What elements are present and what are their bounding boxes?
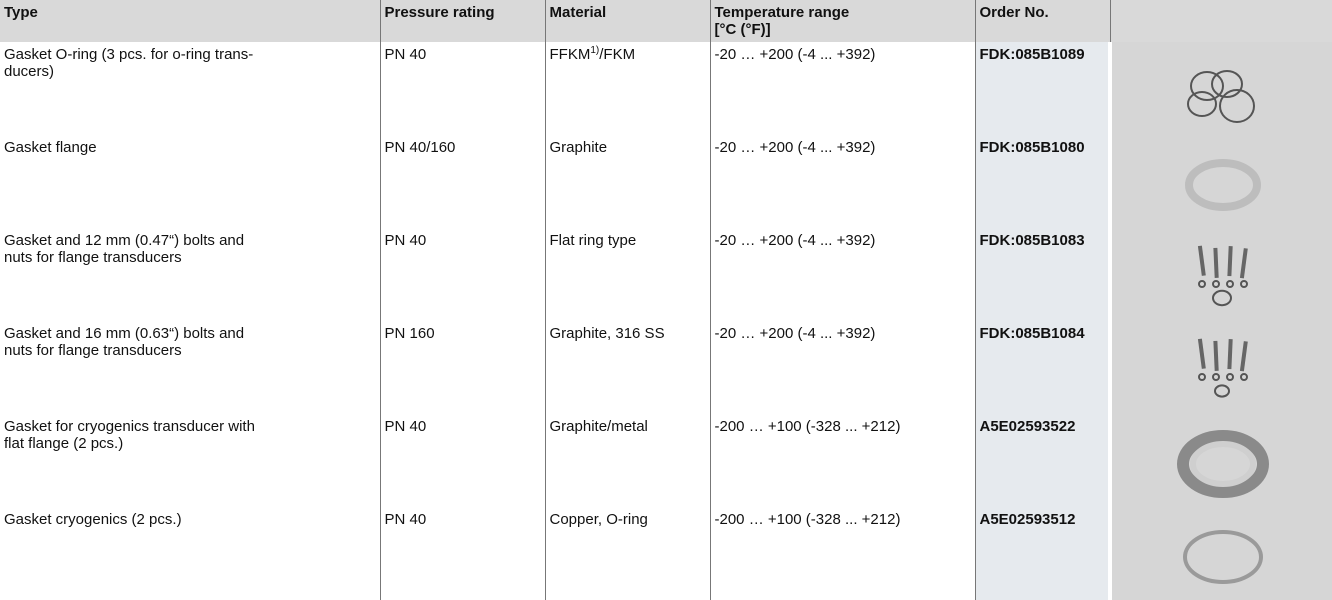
material-cell: FFKM1)/FKM	[545, 42, 710, 135]
header-cell: Temperature range[°C (°F)]	[710, 0, 975, 42]
accessory-table: Type Pressure rating Material Temperatur…	[0, 0, 1332, 600]
header-cell: Material	[545, 0, 710, 42]
temperature-cell: -20 … +200 (-4 ... +392)	[710, 135, 975, 228]
order-cell: FDK:085B1083	[975, 228, 1110, 321]
type-line: Gasket and 12 mm (0.47“) bolts and	[4, 232, 244, 249]
image-cell	[1110, 135, 1332, 228]
image-cell	[1110, 42, 1332, 135]
type-cell: Gasket O-ring (3 pcs. for o-ring trans-d…	[0, 42, 380, 135]
type-line: flat flange (2 pcs.)	[4, 435, 123, 452]
material-cell: Graphite/metal	[545, 414, 710, 507]
order-cell: A5E02593522	[975, 414, 1110, 507]
page: Type Pressure rating Material Temperatur…	[0, 0, 1332, 592]
type-line: Gasket O-ring (3 pcs. for o-ring trans-	[4, 46, 253, 63]
header-cell	[1110, 0, 1332, 42]
material-cell: Graphite, 316 SS	[545, 321, 710, 414]
material-cell: Graphite	[545, 135, 710, 228]
type-line: Gasket and 16 mm (0.63“) bolts and	[4, 325, 244, 342]
header-row: Type Pressure rating Material Temperatur…	[0, 0, 1332, 42]
material-text: Copper, O-ring	[550, 511, 648, 528]
temperature-cell: -20 … +200 (-4 ... +392)	[710, 321, 975, 414]
type-cell: Gasket cryogenics (2 pcs.)	[0, 507, 380, 600]
material-text: Flat ring type	[550, 232, 637, 249]
image-cell	[1110, 321, 1332, 414]
pressure-cell: PN 40	[380, 414, 545, 507]
order-cell: A5E02593512	[975, 507, 1110, 600]
material-cell: Copper, O-ring	[545, 507, 710, 600]
order-cell: FDK:085B1089	[975, 42, 1110, 135]
header-cell: Order No.	[975, 0, 1110, 42]
material-cell: Flat ring type	[545, 228, 710, 321]
temperature-cell: -20 … +200 (-4 ... +392)	[710, 228, 975, 321]
pressure-cell: PN 40	[380, 42, 545, 135]
product-image	[1112, 511, 1332, 596]
product-image	[1112, 139, 1332, 224]
header-cell: Type	[0, 0, 380, 42]
table-row: Gasket flange PN 40/160 Graphite -20 … +200…	[0, 135, 1332, 228]
type-cell: Gasket flange	[0, 135, 380, 228]
pressure-cell: PN 160	[380, 321, 545, 414]
material-text: Graphite/metal	[550, 418, 648, 435]
product-image	[1112, 325, 1332, 410]
type-line: ducers)	[4, 63, 54, 80]
order-cell: FDK:085B1080	[975, 135, 1110, 228]
header-line: Temperature range	[715, 4, 850, 21]
product-image	[1112, 232, 1332, 317]
type-line: nuts for flange transducers	[4, 249, 182, 266]
table-row: Gasket O-ring (3 pcs. for o-ring trans-d…	[0, 42, 1332, 135]
type-line: nuts for flange transducers	[4, 342, 182, 359]
image-cell	[1110, 507, 1332, 600]
type-line: Gasket cryogenics (2 pcs.)	[4, 511, 182, 528]
material-text: FFKM	[550, 46, 591, 63]
order-cell: FDK:085B1084	[975, 321, 1110, 414]
image-cell	[1110, 228, 1332, 321]
material-text: /FKM	[599, 46, 635, 63]
product-image	[1112, 418, 1332, 503]
product-image	[1112, 46, 1332, 131]
header-line: [°C (°F)]	[715, 21, 771, 38]
image-cell	[1110, 414, 1332, 507]
temperature-cell: -20 … +200 (-4 ... +392)	[710, 42, 975, 135]
pressure-cell: PN 40	[380, 228, 545, 321]
pressure-cell: PN 40/160	[380, 135, 545, 228]
temperature-cell: -200 … +100 (-328 ... +212)	[710, 414, 975, 507]
material-text: Graphite	[550, 139, 608, 156]
header-cell: Pressure rating	[380, 0, 545, 42]
temperature-cell: -200 … +100 (-328 ... +212)	[710, 507, 975, 600]
type-line: Gasket for cryogenics transducer with	[4, 418, 255, 435]
table-row: Gasket cryogenics (2 pcs.) PN 40 Copper, O…	[0, 507, 1332, 600]
type-line: Gasket flange	[4, 139, 97, 156]
pressure-cell: PN 40	[380, 507, 545, 600]
footnote-mark: 1)	[590, 45, 599, 56]
material-text: Graphite, 316 SS	[550, 325, 665, 342]
